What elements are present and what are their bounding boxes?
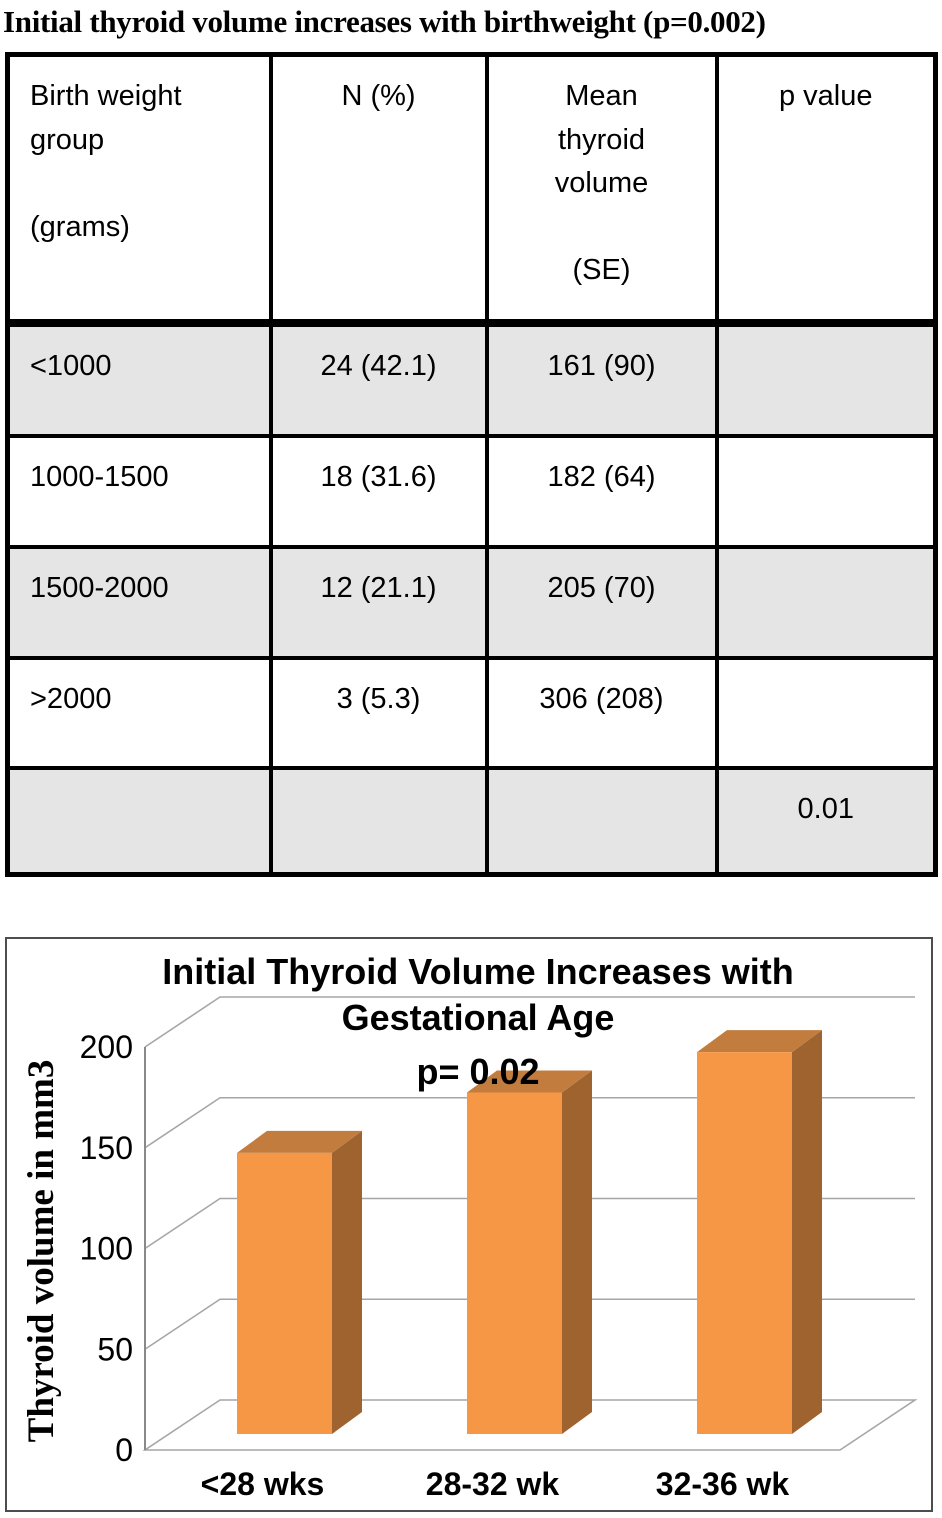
column-header-birth-weight-group: Birth weight group (grams) (5, 52, 273, 327)
column-header-p-value: p value (714, 52, 938, 327)
y-axis-title: Thyroid volume in mm3 (21, 1060, 62, 1443)
bar-front-face (237, 1152, 332, 1434)
gridline (144, 1298, 915, 1350)
bar-<28 wks (237, 1130, 362, 1434)
bar-chart: 0 50 100 150 200 <28 wks 28-32 wk 32-36 wk Thyro… (5, 937, 933, 1512)
bar-front-face (697, 1052, 792, 1434)
gridline (144, 1096, 915, 1149)
chart-title-line: Initial Thyroid Volume Increases with (162, 951, 793, 992)
table-cell: 161 (90) (484, 320, 719, 438)
table-cell: 306 (208) (484, 655, 719, 770)
gridline (144, 1197, 915, 1250)
gridlines (144, 996, 915, 1350)
y-tick-label: 100 (80, 1231, 133, 1267)
table-cell: 1000-1500 (5, 433, 273, 549)
table-cell (714, 433, 938, 549)
table-cell: 182 (64) (484, 433, 719, 549)
table-cell: 12 (21.1) (268, 544, 489, 660)
birthweight-table: Birth weight group (grams) N (%) Mean th… (5, 52, 938, 877)
chart-title-line: Gestational Age (342, 997, 615, 1038)
table-cell (714, 320, 938, 438)
bar-side-face (332, 1130, 362, 1434)
bar-top-face (467, 1070, 592, 1093)
x-category-label: <28 wks (201, 1466, 325, 1502)
table-cell: 18 (31.6) (268, 433, 489, 549)
bar-top-face (697, 1030, 822, 1053)
table-cell: >2000 (5, 655, 273, 770)
table-cell (714, 544, 938, 660)
table-header-row: Birth weight group (grams) N (%) Mean th… (5, 52, 938, 327)
table-row: >2000 3 (5.3) 306 (208) (5, 655, 938, 770)
y-tick-label: 150 (80, 1130, 133, 1166)
bar-chart-svg: 0 50 100 150 200 <28 wks 28-32 wk 32-36 wk Thyro… (21, 951, 918, 1502)
gridline (144, 996, 915, 1048)
table-header: Birth weight group (grams) N (%) Mean th… (5, 52, 938, 327)
table-row: 0.01 (5, 765, 938, 877)
y-tick-label: 0 (115, 1432, 133, 1468)
x-category-label: 32-36 wk (656, 1466, 790, 1502)
bar-top-face (237, 1130, 362, 1153)
x-category-labels: <28 wks 28-32 wk 32-36 wk (201, 1466, 790, 1502)
table-row: 1000-1500 18 (31.6) 182 (64) (5, 433, 938, 549)
bars (237, 1030, 822, 1434)
y-tick-labels: 0 50 100 150 200 (80, 1029, 133, 1468)
table-cell: 24 (42.1) (268, 320, 489, 438)
table-row: 1500-2000 12 (21.1) 205 (70) (5, 544, 938, 660)
column-header-mean-thyroid-volume: Mean thyroid volume (SE) (484, 52, 719, 327)
y-tick-label: 50 (97, 1331, 133, 1367)
table-cell: 1500-2000 (5, 544, 273, 660)
bar-28-32 wk (467, 1070, 592, 1434)
table-cell: 0.01 (714, 765, 938, 877)
page-title: Initial thyroid volume increases with bi… (3, 4, 766, 39)
table-cell: 3 (5.3) (268, 655, 489, 770)
table-cell (5, 765, 273, 877)
column-header-n-percent: N (%) (268, 52, 489, 327)
table-cell: 205 (70) (484, 544, 719, 660)
chart-title: Initial Thyroid Volume Increases with Ges… (162, 951, 793, 1092)
table-cell: <1000 (5, 320, 273, 438)
table-cell (484, 765, 719, 877)
table-cell (714, 655, 938, 770)
table-body: <1000 24 (42.1) 161 (90) 1000-1500 18 (31.6)… (5, 320, 938, 877)
bar-32-36 wk (697, 1030, 822, 1434)
x-category-label: 28-32 wk (426, 1466, 560, 1502)
table-row: <1000 24 (42.1) 161 (90) (5, 320, 938, 438)
y-tick-label: 200 (80, 1029, 133, 1065)
bar-front-face (467, 1092, 562, 1434)
bar-side-face (792, 1030, 822, 1434)
bar-side-face (562, 1070, 592, 1434)
table-cell (268, 765, 489, 877)
chart-title-line: p= 0.02 (416, 1051, 539, 1092)
